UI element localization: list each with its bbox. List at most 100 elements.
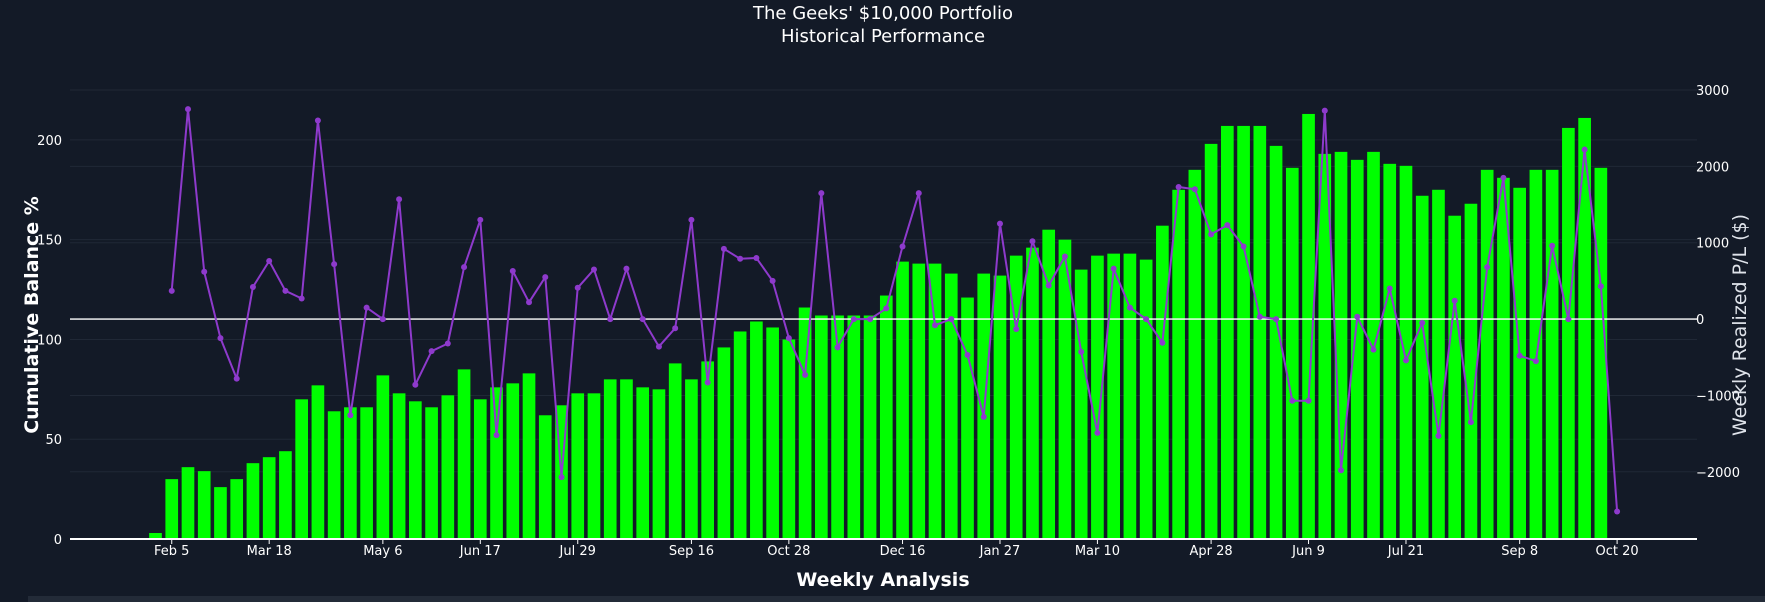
pl-point bbox=[980, 413, 987, 420]
pl-point bbox=[1240, 243, 1247, 250]
axes: 0 50 100 150 200 −2000 −1000 0 1000 2000 3000 Feb 5… bbox=[37, 84, 1740, 559]
balance-bar bbox=[473, 399, 487, 539]
balance-bar bbox=[717, 347, 731, 539]
balance-bar bbox=[441, 395, 455, 539]
balance-bar bbox=[295, 399, 308, 539]
pl-point bbox=[785, 335, 792, 342]
pl-point bbox=[1273, 316, 1280, 323]
pl-point bbox=[1029, 238, 1036, 245]
balance-bar bbox=[685, 379, 698, 539]
balance-bar bbox=[538, 415, 552, 539]
balance-bar bbox=[1188, 169, 1202, 540]
pl-point bbox=[428, 348, 435, 355]
balance-bar bbox=[279, 451, 292, 539]
pl-point bbox=[363, 304, 370, 311]
right-tick-label: −2000 bbox=[1696, 466, 1740, 481]
pl-point bbox=[1159, 339, 1166, 346]
balance-bar bbox=[1334, 151, 1348, 539]
pl-point bbox=[1565, 316, 1572, 323]
x-tick-label: Mar 10 bbox=[1075, 544, 1120, 559]
balance-bar bbox=[1026, 247, 1039, 539]
balance-bar bbox=[1204, 143, 1218, 539]
right-tick-label: 0 bbox=[1696, 313, 1704, 328]
balance-bar bbox=[230, 479, 244, 539]
pl-point bbox=[184, 106, 191, 113]
pl-point bbox=[964, 351, 971, 358]
balance-bar bbox=[1269, 145, 1283, 539]
pl-point bbox=[1549, 242, 1556, 249]
pl-point bbox=[1126, 304, 1133, 311]
pl-point bbox=[883, 305, 890, 312]
balance-bar bbox=[409, 401, 422, 539]
x-tick-label: Oct 20 bbox=[1596, 544, 1639, 559]
pl-point bbox=[769, 277, 776, 284]
balance-bar bbox=[181, 467, 195, 539]
balance-bar bbox=[1123, 253, 1137, 539]
chart-title: The Geeks' $10,000 Portfolio bbox=[752, 3, 1013, 24]
balance-bar bbox=[1058, 239, 1072, 539]
balance-bar bbox=[668, 363, 682, 539]
balance-bar bbox=[961, 297, 974, 539]
pl-point bbox=[704, 379, 711, 386]
pl-point bbox=[1402, 357, 1409, 364]
balance-bar bbox=[620, 379, 633, 539]
left-tick-label: 200 bbox=[37, 134, 62, 149]
balance-bar bbox=[425, 407, 438, 539]
balance-bar bbox=[1545, 169, 1559, 540]
x-tick-label: Jan 27 bbox=[979, 544, 1021, 559]
pl-point bbox=[915, 190, 922, 197]
balance-bar bbox=[246, 463, 260, 539]
pl-point bbox=[379, 316, 386, 323]
balance-bar bbox=[1562, 127, 1575, 539]
pl-point bbox=[249, 284, 256, 291]
x-tick-label: Mar 18 bbox=[247, 544, 292, 559]
right-tick-label: 3000 bbox=[1696, 84, 1729, 99]
balance-bar bbox=[457, 369, 471, 539]
balance-bar bbox=[214, 487, 227, 539]
balance-bar bbox=[327, 411, 341, 539]
pl-point bbox=[850, 316, 857, 323]
pl-point bbox=[948, 316, 955, 323]
pl-point bbox=[1467, 419, 1474, 426]
pl-point bbox=[1597, 283, 1604, 290]
pl-point bbox=[672, 325, 679, 332]
balance-bar bbox=[376, 375, 390, 539]
balance-bar bbox=[522, 373, 536, 539]
pl-point bbox=[932, 322, 939, 329]
balance-bar bbox=[262, 457, 276, 539]
balance-bar bbox=[1285, 167, 1299, 539]
x-tick-label: Sep 8 bbox=[1501, 544, 1538, 559]
pl-line bbox=[168, 106, 1621, 515]
balance-bar bbox=[993, 275, 1007, 539]
right-tick-label: 2000 bbox=[1696, 160, 1729, 175]
x-axis-title: Weekly Analysis bbox=[796, 569, 969, 591]
pl-point bbox=[1370, 346, 1377, 353]
pl-point bbox=[688, 216, 695, 223]
balance-bar bbox=[1415, 195, 1429, 539]
balance-bar bbox=[1107, 253, 1120, 539]
pl-point bbox=[201, 268, 208, 275]
balance-bar bbox=[1302, 113, 1315, 540]
pl-point bbox=[737, 255, 744, 262]
pl-point bbox=[834, 344, 841, 351]
balance-bar bbox=[1074, 269, 1088, 539]
pl-point bbox=[639, 316, 646, 323]
left-tick-label: 0 bbox=[54, 533, 62, 548]
balance-bar bbox=[1513, 187, 1526, 539]
pl-point bbox=[1500, 174, 1507, 181]
left-tick-label: 100 bbox=[37, 333, 62, 348]
balance-bar bbox=[571, 393, 585, 539]
pl-point bbox=[1094, 429, 1101, 436]
pl-point bbox=[1143, 316, 1150, 323]
pl-point bbox=[282, 287, 289, 294]
pl-point bbox=[1305, 397, 1312, 404]
pl-point bbox=[233, 375, 240, 382]
balance-bar bbox=[831, 315, 844, 539]
balance-bar bbox=[1253, 125, 1267, 540]
pl-point bbox=[1013, 326, 1020, 333]
left-tick-label: 50 bbox=[45, 433, 62, 448]
balance-bar bbox=[311, 385, 325, 539]
pl-point bbox=[1435, 432, 1442, 439]
pl-point bbox=[623, 265, 630, 272]
